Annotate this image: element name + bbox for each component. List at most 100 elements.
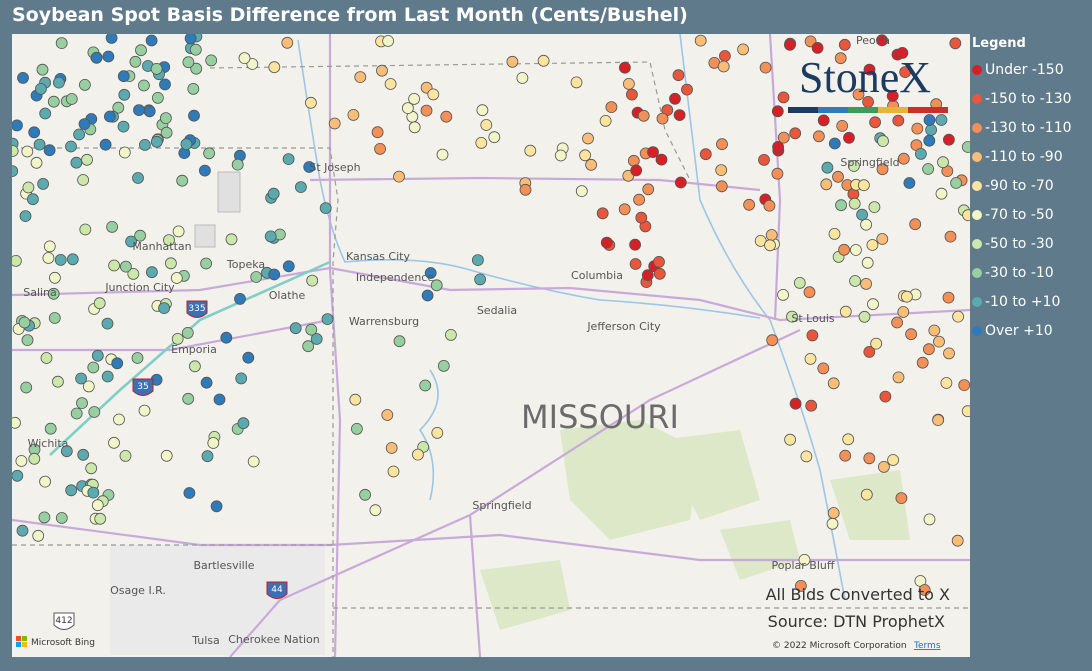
city-label: Topeka — [226, 258, 265, 271]
bid-dot — [160, 449, 173, 462]
bid-dot — [137, 79, 150, 92]
logo-bar — [908, 107, 948, 113]
bid-dot — [164, 257, 177, 270]
bid-dot — [876, 34, 888, 47]
bid-dot — [28, 452, 41, 465]
bid-dot — [935, 114, 948, 126]
bid-dot — [321, 313, 334, 326]
highway-shield — [266, 581, 288, 599]
bid-dot — [795, 580, 807, 592]
bid-dot — [113, 413, 125, 426]
bid-dot — [951, 534, 964, 547]
bid-dot — [806, 329, 819, 342]
bid-dot — [382, 35, 395, 47]
bid-dot — [150, 135, 163, 148]
bid-dot — [630, 164, 643, 177]
legend-swatch — [972, 64, 982, 75]
bid-dot — [102, 50, 115, 63]
bid-dot — [369, 504, 382, 517]
bid-dot — [647, 146, 659, 159]
bid-dot — [918, 584, 931, 596]
bid-dot — [111, 357, 124, 370]
bid-dot — [585, 158, 597, 171]
bid-dot — [44, 422, 57, 435]
legend-label: -10 to +10 — [985, 293, 1061, 310]
bid-dot — [289, 322, 302, 335]
bid-dot — [105, 34, 118, 44]
bid-dot — [554, 149, 567, 162]
bid-dot — [858, 310, 871, 323]
bid-dot — [70, 156, 83, 169]
bid-dot — [264, 230, 277, 243]
bid-dot — [784, 433, 796, 446]
bid-dot — [347, 109, 360, 121]
bid-dot — [310, 333, 323, 345]
legend-swatch — [972, 238, 982, 249]
map: St Joseph Kansas City Independence Manhatta… — [12, 34, 970, 657]
bid-dot — [863, 452, 876, 465]
bid-dot — [860, 488, 873, 501]
stonex-logo: StoneX — [788, 53, 948, 113]
bid-dot — [839, 305, 852, 318]
legend-swatch — [972, 122, 982, 133]
bid-dot — [506, 55, 519, 68]
bid-dot — [863, 63, 876, 76]
bid-dot — [234, 292, 246, 305]
legend-title: Legend — [972, 36, 1026, 51]
bid-dot — [21, 145, 34, 158]
bid-dot — [759, 61, 772, 74]
bid-dot — [75, 372, 87, 385]
legend-label: -90 to -70 — [985, 177, 1054, 194]
highway-shield — [186, 300, 208, 318]
map-labels: St Joseph Kansas City Independence Manhatta… — [23, 34, 899, 647]
bid-dot — [250, 271, 263, 283]
bid-dot — [188, 109, 200, 122]
bid-dot — [673, 109, 686, 121]
bid-dot — [81, 153, 93, 166]
bid-dot — [242, 351, 255, 364]
bid-dot — [91, 349, 104, 362]
bid-dot — [599, 115, 612, 127]
bid-dot — [743, 198, 755, 211]
bid-dot — [763, 199, 776, 212]
city-label: Independence — [356, 271, 434, 284]
bid-dot — [319, 202, 332, 215]
bid-dot — [12, 416, 21, 429]
bid-dot — [376, 64, 388, 77]
note: All Bids Converted to X — [766, 585, 950, 604]
bid-dot — [181, 326, 194, 339]
bid-dot — [716, 138, 728, 151]
bid-dot — [182, 56, 195, 69]
bid-dot — [839, 449, 852, 462]
bid-dot — [93, 297, 106, 310]
bid-dot — [579, 149, 591, 162]
bid-dot — [887, 454, 899, 466]
bid-dot — [387, 465, 400, 478]
shield-number: 335 — [188, 304, 205, 314]
bid-dot — [719, 50, 731, 62]
bid-dot — [850, 244, 862, 256]
bid-dot — [303, 161, 316, 173]
bid-dot — [897, 306, 910, 318]
bid-dot — [821, 161, 834, 174]
logo-bar — [878, 107, 908, 113]
bid-dot — [896, 47, 909, 59]
bid-dot — [408, 121, 421, 134]
bid-dot — [619, 61, 631, 74]
bid-dot — [134, 229, 147, 242]
terms-link[interactable]: Terms — [913, 641, 941, 651]
bid-dot — [54, 253, 67, 266]
bid-dot — [55, 512, 68, 524]
bid-dot — [282, 153, 295, 166]
bid-dot — [878, 460, 890, 473]
bid-dot — [961, 405, 970, 418]
city-label: Columbia — [571, 269, 623, 282]
logo-bar — [818, 107, 848, 113]
bid-dot — [210, 500, 223, 513]
bid-dot — [200, 376, 213, 389]
bid-dot — [653, 255, 665, 268]
bid-dot — [79, 79, 91, 91]
bid-dot — [437, 359, 450, 372]
bid-dot — [15, 455, 28, 467]
